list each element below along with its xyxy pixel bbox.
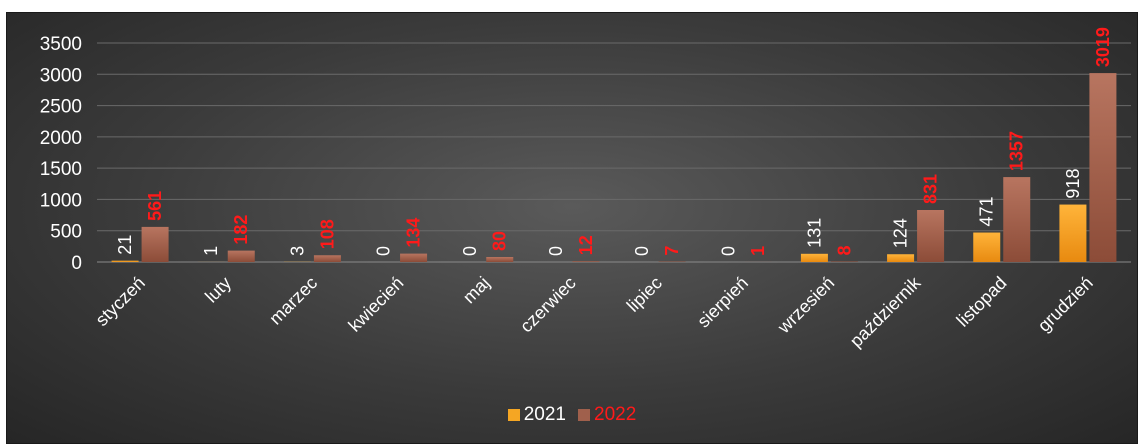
data-label-2022: 561 xyxy=(145,191,165,221)
legend-label-2022: 2022 xyxy=(594,404,637,425)
data-label-2022: 8 xyxy=(834,245,854,255)
bar-2022-październik xyxy=(917,210,945,262)
y-tick-label: 1500 xyxy=(40,159,82,180)
legend-label-2021: 2021 xyxy=(523,404,566,425)
bar-2022-grudzień xyxy=(1089,73,1117,262)
bar-2021-wrzesień xyxy=(800,253,828,262)
legend-item-2022: 2022 xyxy=(578,404,636,426)
x-category-label: luty xyxy=(201,273,235,307)
x-category-label: czerwiec xyxy=(516,273,580,337)
data-label-2021: 1 xyxy=(201,246,221,256)
data-label-2022: 7 xyxy=(662,246,682,256)
y-tick-label: 3500 xyxy=(40,34,82,55)
data-label-2022: 108 xyxy=(317,219,337,249)
bars xyxy=(111,73,1117,262)
data-label-2022: 3019 xyxy=(1093,27,1113,67)
data-label-2022: 1 xyxy=(748,246,768,256)
data-label-2022: 831 xyxy=(921,174,941,204)
data-label-2022: 1357 xyxy=(1007,131,1027,171)
legend-item-2021: 2021 xyxy=(507,404,566,426)
x-category-label: październik xyxy=(846,272,925,351)
bar-2022-listopad xyxy=(1003,177,1031,262)
y-tick-label: 2500 xyxy=(40,97,82,118)
x-category-label: marzec xyxy=(265,273,321,329)
bar-2022-maj xyxy=(486,256,514,262)
bar-2021-grudzień xyxy=(1059,204,1087,262)
y-axis-ticks: 0 500 1000 1500 2000 2500 3000 3500 xyxy=(40,34,82,274)
x-category-label: listopad xyxy=(953,273,1011,331)
data-label-2022: 80 xyxy=(490,231,510,251)
bar-2021-styczeń xyxy=(111,260,139,262)
bar-2022-luty xyxy=(227,250,255,262)
gridlines xyxy=(97,42,1131,263)
data-label-2021: 0 xyxy=(374,246,394,256)
legend-swatch-2022 xyxy=(578,409,590,421)
legend-swatch-2021 xyxy=(507,409,520,421)
chart-area: 0 500 1000 1500 2000 2500 3000 3500 21 561 1 182 3 1… xyxy=(6,12,1138,444)
x-category-label: sierpień xyxy=(693,273,752,332)
y-tick-label: 2000 xyxy=(40,128,82,149)
data-label-2022: 182 xyxy=(231,215,251,245)
y-tick-label: 3000 xyxy=(40,65,82,86)
bar-2022-czerwiec xyxy=(572,261,600,262)
data-label-2022: 12 xyxy=(576,235,596,255)
y-tick-label: 1000 xyxy=(40,190,82,211)
data-label-2021: 3 xyxy=(287,246,307,256)
y-tick-label: 0 xyxy=(71,253,82,274)
bar-2021-październik xyxy=(887,254,915,262)
data-label-2021: 918 xyxy=(1063,169,1083,199)
data-label-2021: 131 xyxy=(804,218,824,248)
bar-2021-listopad xyxy=(973,232,1001,262)
data-label-2021: 0 xyxy=(546,246,566,256)
data-label-2021: 0 xyxy=(632,246,652,256)
x-category-label: wrzesień xyxy=(773,273,838,338)
data-label-2021: 124 xyxy=(891,218,911,248)
x-axis-categories: styczeń luty marzec kwiecień maj czerwiec lipi… xyxy=(92,272,1097,351)
data-label-2022: 134 xyxy=(404,218,424,248)
data-label-2021: 0 xyxy=(718,246,738,256)
x-category-label: maj xyxy=(459,273,494,308)
y-tick-label: 500 xyxy=(50,222,82,243)
bar-2022-wrzesień xyxy=(830,261,858,262)
x-category-label: grudzień xyxy=(1034,273,1097,336)
data-label-2021: 21 xyxy=(115,235,135,255)
bar-2022-styczeń xyxy=(141,226,169,262)
x-category-label: lipiec xyxy=(623,273,666,316)
data-label-2021: 0 xyxy=(460,246,480,256)
bar-2022-kwiecień xyxy=(400,253,428,262)
legend: 2021 2022 xyxy=(7,404,1137,426)
data-label-2021: 471 xyxy=(977,196,997,226)
x-category-label: kwiecień xyxy=(344,273,407,336)
bar-2022-marzec xyxy=(313,255,341,262)
x-category-label: styczeń xyxy=(92,273,149,330)
